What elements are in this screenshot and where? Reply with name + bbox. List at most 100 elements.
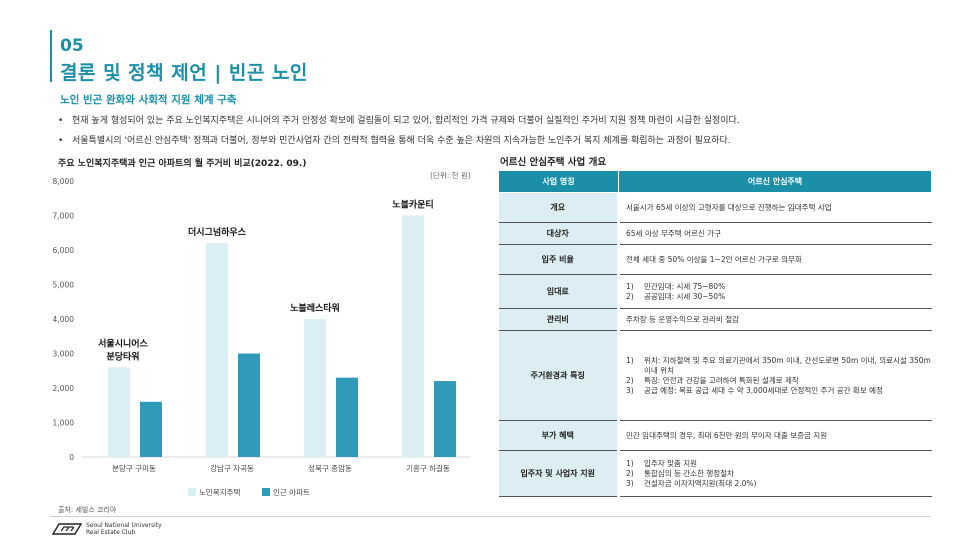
row-value: 민간 임대주택의 경우, 최대 6천만 원의 무이자 대출 보증금 지원 xyxy=(618,420,932,451)
list-item-text: 공공임대: 시세 30~50% xyxy=(644,291,726,301)
bar-annotation: 서울시니어스 xyxy=(98,337,148,349)
y-tick-label: 2,000 xyxy=(53,384,75,393)
row-list-item: 3) 공급 예정: 목표 공급 세대 수 약 3,000세대로 안정적인 주거 공… xyxy=(626,386,932,396)
legend-swatch xyxy=(262,488,270,496)
row-value: 1) 입주자 맞춤 지원 2) 통합심의 등 간소한 행정절차 3) 건설자금 이자지액지… xyxy=(618,450,932,497)
bar-annotation: 노블레스타워 xyxy=(290,302,340,314)
table-row: 입주자 및 사업자 지원 1) 입주자 맞춤 지원 2) 통합심의 등 간소한 행정절차… xyxy=(498,450,932,497)
footer-divider xyxy=(50,516,930,517)
row-value-text: 주차장 등 운영수익으로 관리비 절감 xyxy=(626,314,740,324)
list-item-number: 2) xyxy=(626,375,634,385)
row-label: 개요 xyxy=(498,192,620,223)
logo-text-line1: Seoul National University xyxy=(86,522,162,529)
row-value: 65세 이상 무주택 어르신 가구 xyxy=(618,222,932,245)
y-tick-label: 5,000 xyxy=(53,281,75,290)
y-tick-label: 6,000 xyxy=(53,246,75,255)
table-row: 관리비 주차장 등 운영수익으로 관리비 절감 xyxy=(498,308,932,331)
chart-unit: (단위: 천 원) xyxy=(430,171,471,180)
list-item-number: 3) xyxy=(626,478,634,488)
list-item-text: 공급 예정: 목표 공급 세대 수 약 3,000세대로 안정적인 주거 공간 … xyxy=(644,385,883,395)
page-title: 결론 및 정책 제언 | 빈곤 노인 xyxy=(60,62,308,84)
bar-nearby-apartment xyxy=(336,377,358,457)
bar-senior-housing xyxy=(402,215,424,457)
list-item-number: 1) xyxy=(626,458,634,468)
bar-senior-housing xyxy=(304,319,326,457)
row-list-item: 1) 위치: 지하철역 및 주요 의료기관에서 350m 이내, 간선도로변 50… xyxy=(626,356,932,376)
logo-text-line2: Real Estate Club xyxy=(86,529,136,536)
row-label: 관리비 xyxy=(498,308,620,331)
list-item-text: 특징: 안전과 건강을 고려하여 특화된 설계로 제작 xyxy=(644,375,799,385)
program-overview-table: 사업 명칭 어르신 안심주택 개요 서울시가 65세 이상의 고령자를 대상으로 … xyxy=(498,170,932,497)
row-value-text: 서울시가 65세 이상의 고령자를 대상으로 진행하는 임대주택 사업 xyxy=(626,202,832,212)
row-label: 임대료 xyxy=(498,274,620,309)
y-tick-label: 4,000 xyxy=(53,315,75,324)
row-value-list: 1) 민간임대: 시세 75~80% 2) 공공임대: 시세 30~50% xyxy=(626,282,932,302)
y-tick-label: 3,000 xyxy=(53,350,75,359)
legend-label: 노인복지주택 xyxy=(199,487,240,497)
y-tick-label: 7,000 xyxy=(53,212,75,221)
x-tick-label: 분당구 구미동 xyxy=(112,463,156,473)
chart-title: 주요 노인복지주택과 인근 아파트의 월 주거비 비교(2022. 09.) xyxy=(58,159,307,169)
row-label: 부가 혜택 xyxy=(498,420,620,451)
row-list-item: 1) 민간임대: 시세 75~80% xyxy=(626,282,932,292)
table-row: 임대료 1) 민간임대: 시세 75~80% 2) 공공임대: 시세 30~50% xyxy=(498,274,932,309)
row-list-item: 3) 건설자금 이자지액지원(최대 2.0%) xyxy=(626,479,932,489)
x-tick-label: 기흥구 하갈동 xyxy=(406,463,450,473)
row-value: 서울시가 65세 이상의 고령자를 대상으로 진행하는 임대주택 사업 xyxy=(618,192,932,223)
y-tick-label: 8,000 xyxy=(53,177,75,186)
y-tick-label: 0 xyxy=(69,453,74,462)
row-value: 1) 위치: 지하철역 및 주요 의료기관에서 350m 이내, 간선도로변 50… xyxy=(618,330,932,421)
bar-annotation: 노블카운티 xyxy=(392,199,433,211)
club-logo: Seoul National University Real Estate Cl… xyxy=(52,522,162,536)
bar-senior-housing xyxy=(108,367,130,457)
list-item-number: 2) xyxy=(626,291,634,301)
table-header-row: 사업 명칭 어르신 안심주택 xyxy=(498,170,932,193)
table-row: 입주 비율 전체 세대 중 50% 이상을 1~2인 어르신 가구로 의무화 xyxy=(498,244,932,275)
page-subtitle: 노인 빈곤 완화와 사회적 지원 체계 구축 xyxy=(60,94,237,106)
table-row: 개요 서울시가 65세 이상의 고령자를 대상으로 진행하는 임대주택 사업 xyxy=(498,192,932,223)
bar-nearby-apartment xyxy=(238,353,260,457)
bar-annotation: 더시그넘하우스 xyxy=(188,226,247,238)
row-list-item: 2) 특징: 안전과 건강을 고려하여 특화된 설계로 제작 xyxy=(626,376,932,386)
logo-mark-icon xyxy=(52,523,82,535)
table-row: 부가 혜택 민간 임대주택의 경우, 최대 6천만 원의 무이자 대출 보증금 지… xyxy=(498,420,932,451)
bar-nearby-apartment xyxy=(434,381,456,457)
legend-swatch xyxy=(188,488,196,496)
row-value: 전체 세대 중 50% 이상을 1~2인 어르신 가구로 의무화 xyxy=(618,244,932,275)
table-row: 대상자 65세 이상 무주택 어르신 가구 xyxy=(498,222,932,245)
list-item-number: 3) xyxy=(626,385,634,395)
row-label: 대상자 xyxy=(498,222,620,245)
table-header-label: 사업 명칭 xyxy=(498,170,619,193)
x-tick-label: 성북구 종암동 xyxy=(308,463,352,473)
x-tick-label: 강남구 자곡동 xyxy=(210,463,254,473)
row-value-text: 65세 이상 무주택 어르신 가구 xyxy=(626,228,721,238)
row-label: 입주자 및 사업자 지원 xyxy=(498,450,620,497)
row-value-list: 1) 위치: 지하철역 및 주요 의료기관에서 350m 이내, 간선도로변 50… xyxy=(626,356,932,396)
row-list-item: 2) 통합심의 등 간소한 행정절차 xyxy=(626,469,932,479)
legend-label: 인근 아파트 xyxy=(273,487,310,497)
list-item-text: 입주자 맞춤 지원 xyxy=(644,458,698,468)
bar-annotation: 분당타워 xyxy=(106,350,139,362)
bar-nearby-apartment xyxy=(140,401,162,457)
y-tick-label: 1,000 xyxy=(53,419,75,428)
row-list-item: 1) 입주자 맞춤 지원 xyxy=(626,459,932,469)
bullet-list: 현재 높게 형성되어 있는 주요 노인복지주택은 시니어의 주거 안정성 확보에… xyxy=(58,111,958,151)
accent-bar xyxy=(50,30,52,82)
list-item-number: 1) xyxy=(626,281,634,291)
list-item-text: 민간임대: 시세 75~80% xyxy=(644,281,726,291)
bar-chart: 0 1,000 2,000 3,000 4,000 5,000 6,000 7,000 8,00… xyxy=(53,177,470,497)
row-value-text: 민간 임대주택의 경우, 최대 6천만 원의 무이자 대출 보증금 지원 xyxy=(626,430,828,440)
bullet-item: 서울특별시의 '어르신 안심주택' 정책과 더불어, 정부와 민간사업자 간의 … xyxy=(58,131,958,151)
table-title: 어르신 안심주택 사업 개요 xyxy=(500,157,607,168)
row-label: 주거환경과 특징 xyxy=(498,330,620,421)
row-value-text: 전체 세대 중 50% 이상을 1~2인 어르신 가구로 의무화 xyxy=(626,254,802,264)
row-value: 1) 민간임대: 시세 75~80% 2) 공공임대: 시세 30~50% xyxy=(618,274,932,309)
row-label: 입주 비율 xyxy=(498,244,620,275)
bar-senior-housing xyxy=(206,243,228,457)
list-item-number: 1) xyxy=(626,355,634,365)
row-value-list: 1) 입주자 맞춤 지원 2) 통합심의 등 간소한 행정절차 3) 건설자금 이자지액지… xyxy=(626,459,932,489)
table-header-value: 어르신 안심주택 xyxy=(618,170,932,193)
table-row: 주거환경과 특징 1) 위치: 지하철역 및 주요 의료기관에서 350m 이내, … xyxy=(498,330,932,421)
list-item-text: 위치: 지하철역 및 주요 의료기관에서 350m 이내, 간선도로변 50m … xyxy=(644,355,931,375)
row-value: 주차장 등 운영수익으로 관리비 절감 xyxy=(618,308,932,331)
